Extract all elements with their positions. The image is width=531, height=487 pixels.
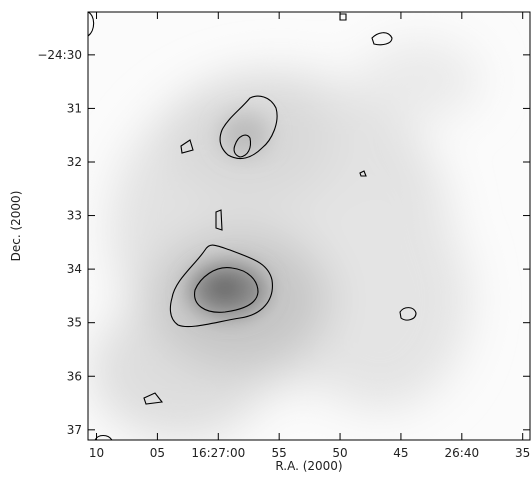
y-tick-label: 36 [67,369,82,383]
x-axis-label: R.A. (2000) [275,459,342,473]
y-tick-label: 33 [67,209,82,223]
y-tick-label: 34 [67,262,82,276]
x-tick-label: 35 [515,446,530,460]
x-tick-label: 26:40 [445,446,480,460]
x-tick-label: 05 [150,446,165,460]
sky-image [88,12,530,440]
x-tick-label: 50 [332,446,347,460]
y-tick-label: 32 [67,155,82,169]
x-tick-label: 45 [393,446,408,460]
y-tick-label: −24:30 [37,48,82,62]
x-tick-label: 10 [89,446,104,460]
y-axis-label: Dec. (2000) [9,191,23,262]
plot-frame [87,11,531,441]
y-tick-label: 37 [67,423,82,437]
y-tick-label: 31 [67,101,82,115]
x-tick-label: 55 [272,446,287,460]
x-tick-label: 16:27:00 [191,446,245,460]
y-tick-label: 35 [67,316,82,330]
